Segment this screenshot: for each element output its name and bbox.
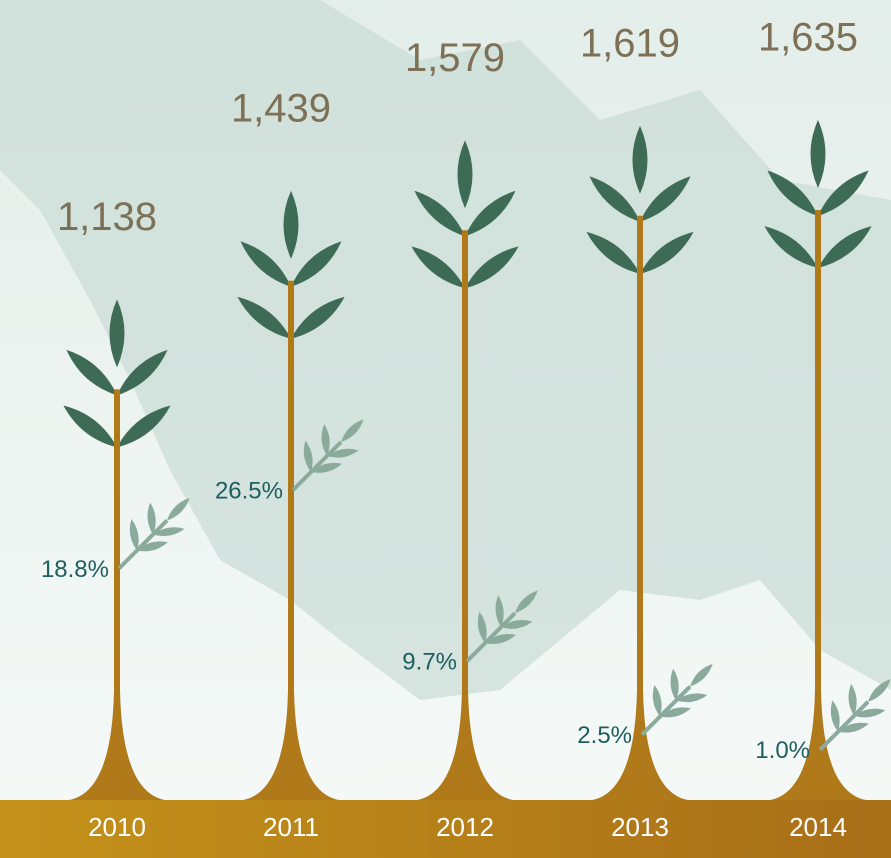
leaf — [66, 349, 117, 396]
leaf — [818, 226, 872, 268]
leaf — [465, 246, 519, 289]
leaf — [240, 241, 291, 287]
leaf — [109, 299, 125, 368]
sprig-leaf — [830, 700, 840, 732]
growth-label: 18.8% — [41, 556, 109, 583]
value-label: 1,579 — [405, 36, 505, 80]
sprig-leaf — [660, 707, 691, 718]
x-tick-label: 2012 — [436, 812, 494, 842]
sprig-leaf — [690, 663, 713, 687]
sprig-leaf — [485, 634, 516, 644]
leaf — [586, 231, 640, 274]
stem — [770, 210, 866, 800]
stem — [592, 215, 688, 801]
sprig-leaf — [321, 424, 330, 456]
sprig-leaf — [652, 685, 662, 717]
sprig-leaf — [676, 693, 708, 703]
sprig-leaf — [848, 683, 857, 716]
leaf — [291, 241, 342, 287]
sprig-stem — [117, 519, 169, 570]
sprig-leaf — [515, 590, 538, 614]
growth-sprig — [640, 663, 713, 736]
leaf — [640, 176, 691, 222]
growth-label: 1.0% — [755, 737, 810, 764]
sprig-leaf — [501, 620, 533, 629]
x-tick-label: 2010 — [88, 812, 146, 842]
growth-label: 2.5% — [577, 722, 632, 749]
sprig-stem — [465, 611, 517, 663]
growth-sprig — [291, 419, 364, 492]
value-label: 1,439 — [231, 86, 331, 130]
growth-sprig — [117, 497, 190, 570]
sprig-leaf — [137, 541, 168, 552]
plants: 1,138 18.8% 2010 1,439 26.5% 2011 1,579 9.7% 201… — [41, 16, 891, 842]
sprig-leaf — [167, 497, 190, 521]
leaf — [291, 296, 345, 339]
sprig-stem — [291, 440, 343, 492]
sprig-leaf — [495, 595, 504, 628]
growth-label: 9.7% — [402, 649, 457, 676]
leaf — [818, 170, 869, 216]
leaf — [283, 190, 299, 259]
leaf — [640, 231, 694, 274]
sprig-leaf — [838, 722, 869, 733]
sprig-leaf — [129, 518, 139, 551]
sprig-leaf — [303, 440, 313, 472]
sprig-stem — [818, 700, 870, 752]
sprig-leaf — [327, 448, 359, 458]
x-tick-label: 2011 — [263, 812, 319, 842]
value-label: 1,138 — [57, 195, 157, 239]
ground-band — [0, 800, 891, 858]
stem — [69, 389, 165, 800]
x-tick-label: 2013 — [611, 812, 669, 842]
map-shape — [0, 0, 891, 700]
x-tick-label: 2014 — [789, 812, 847, 842]
sprig-leaf — [477, 611, 487, 644]
leaf-cluster — [237, 190, 345, 339]
sprig-leaf — [868, 679, 891, 702]
sprig-stem — [640, 685, 692, 736]
leaf — [237, 296, 291, 339]
leaf-cluster — [764, 120, 872, 268]
value-label: 1,619 — [580, 21, 680, 65]
leaf — [63, 405, 117, 448]
leaf — [465, 190, 516, 237]
leaf — [632, 125, 648, 194]
leaf-cluster — [63, 299, 171, 448]
leaf — [411, 246, 465, 289]
leaf — [457, 140, 473, 209]
sprig-leaf — [341, 419, 364, 442]
leaf — [414, 190, 465, 237]
stem — [243, 280, 339, 801]
leaf — [764, 226, 818, 268]
leaf — [117, 349, 168, 396]
stem — [417, 230, 513, 800]
sprig-leaf — [854, 708, 886, 718]
leaf — [810, 120, 826, 188]
sprig-leaf — [153, 527, 185, 537]
leaf-cluster — [411, 140, 519, 289]
sprig-leaf — [670, 668, 679, 701]
sprig-leaf — [311, 462, 342, 473]
value-label: 1,635 — [758, 16, 858, 60]
leaf-cluster — [586, 125, 694, 274]
leaf — [767, 170, 818, 216]
growth-label: 26.5% — [215, 477, 283, 504]
growth-sprig — [465, 590, 538, 663]
growth-sprig — [818, 679, 891, 752]
leaf — [589, 176, 640, 222]
leaf — [117, 405, 171, 448]
sprig-leaf — [147, 502, 156, 535]
